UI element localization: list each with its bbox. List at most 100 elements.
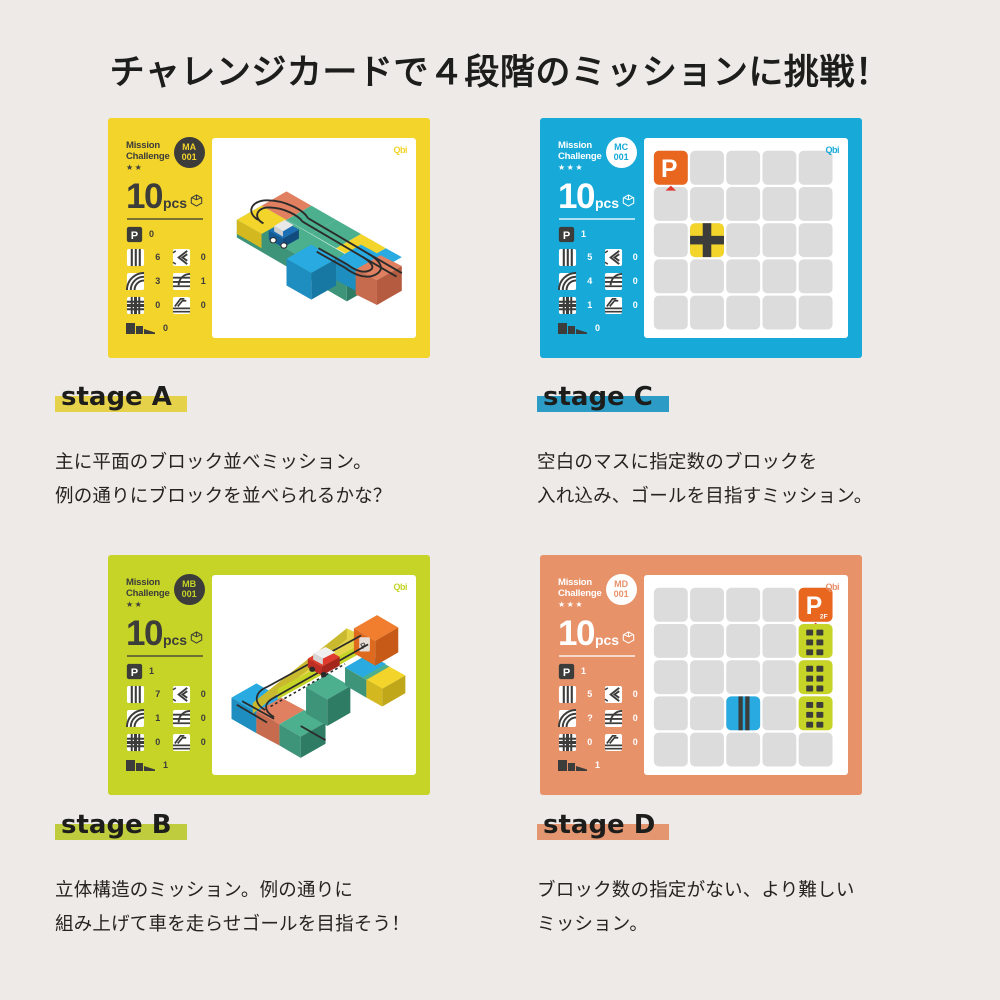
grid-cell bbox=[653, 660, 688, 695]
card-code-badge: MD 001 bbox=[605, 574, 637, 605]
count-triple-curve-icon bbox=[604, 709, 628, 728]
qbi-logo: Qbi bbox=[825, 145, 840, 155]
qbi-logo: Qbi bbox=[393, 145, 408, 155]
grid-cell bbox=[690, 150, 724, 185]
count-value: 1 bbox=[587, 300, 593, 310]
count-value: 6 bbox=[155, 252, 161, 262]
stage-label: stage C bbox=[543, 382, 653, 412]
count-grid: 5 0 4 0 1 0 bbox=[558, 248, 644, 315]
grid-cell bbox=[653, 624, 688, 658]
triple-curve-block-icon bbox=[172, 272, 190, 290]
page-title: チャレンジカードで４段階のミッションに挑戦！ bbox=[109, 53, 891, 93]
count-slope: 0 bbox=[126, 321, 212, 335]
cross-track-block-icon bbox=[126, 296, 145, 314]
grid-cell bbox=[726, 732, 761, 767]
divider bbox=[559, 655, 635, 657]
count-sharp-curve-icon bbox=[172, 685, 196, 704]
stage-heading: stage A bbox=[55, 382, 187, 412]
slope-block-icon bbox=[126, 322, 155, 334]
svg-text:P: P bbox=[563, 666, 570, 678]
card-illustration: P Qbi bbox=[644, 138, 848, 338]
piece-count-row: 10 pcs bbox=[126, 616, 212, 651]
count-value: 1 bbox=[581, 229, 587, 239]
stage-highlight-bar bbox=[537, 396, 669, 412]
curve-track-block-icon bbox=[126, 708, 145, 727]
count-value: 0 bbox=[163, 322, 169, 333]
slope-block-icon bbox=[558, 322, 587, 334]
cube-icon bbox=[622, 194, 635, 207]
count-slope: 1 bbox=[126, 758, 212, 772]
count-value: 1 bbox=[163, 759, 169, 770]
triple-curve-block-icon bbox=[604, 272, 622, 290]
cube-icon bbox=[190, 631, 203, 644]
grid-cell bbox=[653, 259, 688, 294]
grid-cell bbox=[653, 187, 688, 221]
count-value: 0 bbox=[632, 713, 638, 723]
card-illustration: P Qbi bbox=[212, 575, 416, 775]
card-code-number: 001 bbox=[181, 588, 197, 599]
count-value: 0 bbox=[200, 300, 206, 310]
qbi-logo: Qbi bbox=[825, 582, 840, 592]
count-grid: 6 0 3 1 0 0 bbox=[126, 248, 212, 315]
straight-track-block-icon bbox=[126, 685, 145, 703]
grid-cell bbox=[726, 660, 761, 695]
card-code-number: 001 bbox=[613, 588, 629, 599]
grid-cell bbox=[762, 223, 797, 258]
grid-cell bbox=[726, 150, 761, 185]
card-code-prefix: MB bbox=[182, 579, 197, 589]
stage-block-c: stage C 空白のマスに指定数のブロックを 入れ込み、ゴールを目指すミッショ… bbox=[537, 382, 873, 514]
count-value: 1 bbox=[200, 276, 206, 286]
count-sharp-curve-icon bbox=[604, 248, 628, 267]
count-straight-icon bbox=[558, 248, 582, 267]
count-value: 0 bbox=[200, 737, 206, 747]
stage-description: 空白のマスに指定数のブロックを 入れ込み、ゴールを目指すミッション。 bbox=[537, 452, 873, 507]
grid-cell bbox=[762, 187, 797, 221]
grid-cell bbox=[798, 295, 833, 330]
triple-curve-block-icon bbox=[604, 709, 622, 727]
piece-count-unit: pcs bbox=[162, 632, 188, 648]
card-illustration: P 2F Qbi bbox=[644, 575, 848, 775]
count-value: 0 bbox=[632, 252, 638, 262]
stage-block-b: stage B 立体構造のミッション。例の通りに 組み上げて車を走らせゴールを目… bbox=[55, 810, 410, 942]
stage-highlight-bar bbox=[537, 824, 669, 840]
curve-track-block-icon bbox=[558, 708, 577, 727]
grid-cell bbox=[798, 259, 833, 294]
count-value: 0 bbox=[632, 300, 638, 310]
svg-text:P: P bbox=[806, 593, 822, 620]
sharp-curve-block-icon bbox=[172, 248, 190, 266]
card-code-number: 001 bbox=[181, 151, 197, 162]
grid-cell bbox=[798, 187, 833, 221]
count-curve-icon bbox=[558, 271, 582, 291]
grid-cell bbox=[653, 587, 688, 622]
card-illustration: Qbi bbox=[212, 138, 416, 338]
count-value: 1 bbox=[595, 759, 601, 770]
grid-cell bbox=[762, 624, 797, 658]
overpass-block-icon bbox=[604, 733, 622, 751]
overpass-block-icon bbox=[172, 296, 190, 314]
grid-cell bbox=[690, 259, 724, 294]
cube-icon bbox=[622, 631, 635, 644]
count-value: 0 bbox=[155, 737, 161, 747]
sharp-curve-block-icon bbox=[604, 685, 622, 703]
sharp-curve-block-icon bbox=[172, 685, 190, 703]
grid-cell bbox=[762, 732, 797, 767]
straight-track-block-icon bbox=[558, 685, 577, 703]
piece-count-row: 10 pcs bbox=[558, 179, 644, 214]
grid-cell bbox=[798, 150, 833, 185]
piece-count-unit: pcs bbox=[594, 195, 620, 211]
difficulty-stars: ★★ bbox=[126, 163, 144, 172]
count-value: 4 bbox=[587, 276, 593, 286]
